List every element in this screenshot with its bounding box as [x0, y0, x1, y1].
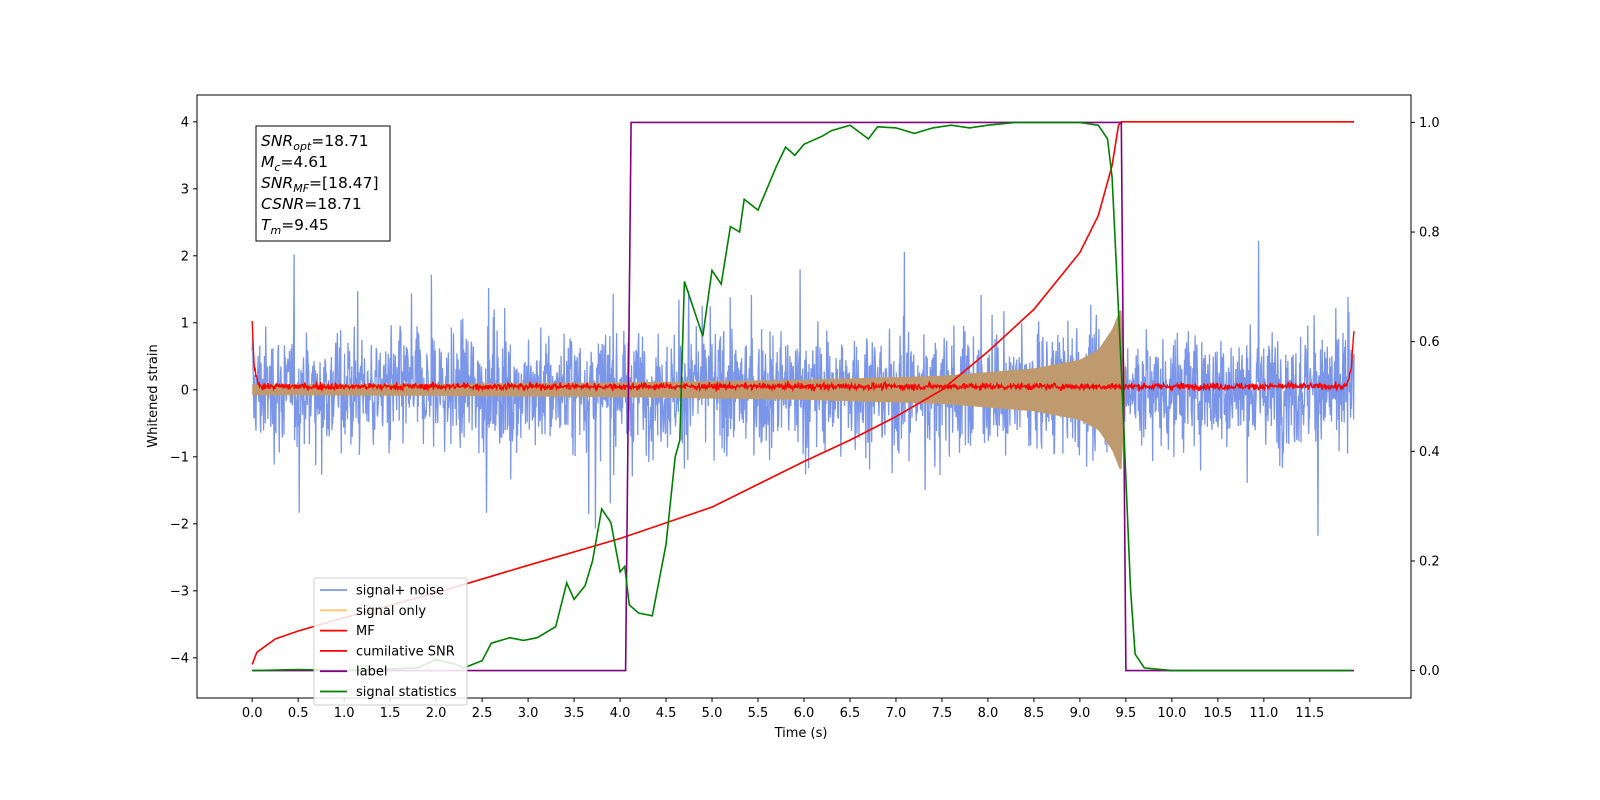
y-left-tick-label: −2	[170, 517, 189, 532]
x-tick-label: 4.5	[656, 706, 677, 721]
x-tick-label: 11.0	[1249, 706, 1278, 721]
y-left-tick-label: 1	[181, 316, 189, 331]
legend-frame	[313, 577, 468, 706]
y-left-tick-label: 3	[181, 182, 189, 197]
series-mf-line	[251, 320, 1355, 393]
y-left-tick-label: −4	[170, 651, 189, 666]
x-tick-label: 9.0	[1070, 706, 1091, 721]
x-tick-label: 6.0	[794, 706, 815, 721]
x-tick-label: 1.0	[334, 706, 355, 721]
x-tick-label: 0.0	[242, 706, 263, 721]
y-left-tick-label: 0	[181, 383, 189, 398]
y-left-tick-label: 4	[181, 115, 189, 130]
y-axis-label-left: Whitened strain	[146, 344, 161, 447]
legend: signal+ noise signal only MF cumilative SNR…	[313, 577, 468, 706]
x-tick-label: 5.0	[702, 706, 723, 721]
x-tick-label: 6.5	[840, 706, 861, 721]
stats-annotation-line: SNRopt=18.71	[261, 132, 369, 153]
series-signal-plus-noise-line	[251, 240, 1355, 536]
y-right-tick-label: 0.4	[1419, 445, 1440, 460]
legend-label: cumilative SNR	[356, 644, 455, 659]
y-right-tick-label: 0.2	[1419, 554, 1440, 569]
x-tick-label: 3.5	[564, 706, 585, 721]
x-tick-label: 9.5	[1116, 706, 1137, 721]
series-signal-statistics-line	[252, 121, 1352, 672]
x-tick-label: 5.5	[748, 706, 769, 721]
y-right-tick-label: 0.8	[1419, 226, 1440, 241]
stats-annotation-frame	[255, 125, 391, 242]
legend-label: signal statistics	[356, 685, 457, 700]
stats-annotation-line: Tm=9.45	[261, 216, 329, 237]
x-tick-label: 3.0	[518, 706, 539, 721]
y-right-tick-label: 0.0	[1419, 664, 1440, 679]
x-tick-label: 2.0	[426, 706, 447, 721]
x-axis: 0.0 0.5 1.0 1.5 2.0 2.5 3.0 3.5 4.0 4.5 5.0 5.5 6.0 6…	[242, 698, 1324, 721]
x-tick-label: 2.5	[472, 706, 493, 721]
y-axis-left: 4 3 2 1 0 −1 −2 −3 −4	[170, 115, 197, 666]
legend-label: signal+ noise	[356, 584, 444, 599]
x-tick-label: 7.0	[886, 706, 907, 721]
legend-label: label	[356, 665, 387, 680]
x-tick-label: 8.0	[978, 706, 999, 721]
x-tick-label: 10.5	[1203, 706, 1232, 721]
x-tick-label: 4.0	[610, 706, 631, 721]
stats-annotation-line: Mc=4.61	[261, 153, 328, 174]
x-axis-label: Time (s)	[774, 726, 828, 741]
x-tick-label: 7.5	[932, 706, 953, 721]
y-left-tick-label: −3	[170, 584, 189, 599]
y-left-tick-label: −1	[170, 450, 189, 465]
legend-label: MF	[356, 624, 375, 639]
y-right-tick-label: 1.0	[1419, 116, 1440, 131]
stats-annotation-line: CSNR=18.71	[261, 195, 362, 213]
series-signal-only-envelope	[252, 310, 1126, 470]
y-left-tick-label: 2	[181, 249, 189, 264]
x-tick-label: 8.5	[1024, 706, 1045, 721]
x-tick-label: 10.0	[1157, 706, 1186, 721]
y-axis-right: 1.0 0.8 0.6 0.4 0.2 0.0	[1411, 116, 1440, 679]
legend-label: signal only	[356, 604, 426, 619]
y-right-tick-label: 0.6	[1419, 335, 1440, 350]
stats-annotation-box: SNRopt=18.71Mc=4.61SNRMF=[18.47]CSNR=18.…	[255, 125, 391, 242]
stats-annotation-line: SNRMF=[18.47]	[261, 174, 379, 195]
x-tick-label: 11.5	[1295, 706, 1324, 721]
x-tick-label: 0.5	[288, 706, 309, 721]
x-tick-label: 1.5	[380, 706, 401, 721]
